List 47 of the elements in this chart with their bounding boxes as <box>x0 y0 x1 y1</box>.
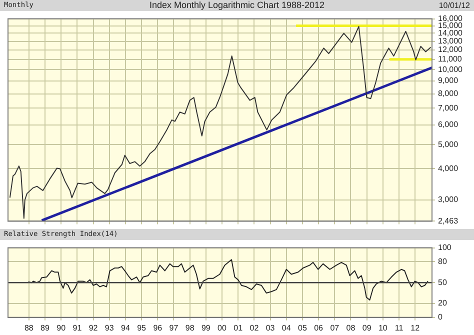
y-tick-label: 12,000 <box>438 45 464 54</box>
y-tick-label: 6,000 <box>438 120 459 130</box>
y-tick-label: 4,000 <box>438 164 459 173</box>
y-tick-label: 80 <box>438 256 448 266</box>
y-tick-label: 100 <box>438 243 452 252</box>
y-tick-label: 10,000 <box>438 64 464 74</box>
y-tick-label: 50 <box>438 278 448 287</box>
y-tick-label: 13,000 <box>438 36 464 46</box>
x-tick-label: 05 <box>298 323 308 332</box>
y-tick-label: 2,463 <box>438 216 459 226</box>
x-tick-label: 11 <box>394 323 404 332</box>
y-tick-label: 14,000 <box>438 28 464 38</box>
x-tick-label: 89 <box>40 323 50 332</box>
x-tick-label: 00 <box>218 323 228 332</box>
x-tick-label: 91 <box>72 323 82 332</box>
text: 10/01/12 <box>438 0 470 11</box>
x-tick-label: 95 <box>137 323 147 332</box>
x-tick-label: 06 <box>314 323 324 332</box>
x-tick-label: 09 <box>362 323 372 332</box>
y-tick-label: 15,000 <box>438 20 464 30</box>
x-tick-label: 92 <box>88 323 98 332</box>
y-tick-label: 0 <box>438 312 443 322</box>
y-tick-label: 3,000 <box>438 195 459 204</box>
x-tick-label: 10 <box>378 323 388 332</box>
y-tick-label: 20 <box>438 298 448 308</box>
x-tick-label: 93 <box>104 323 114 332</box>
chart-title: Index Monthly Logarithmic Chart 1988-2012 <box>149 0 325 11</box>
x-tick-label: 12 <box>410 323 420 332</box>
y-tick-label: 11,000 <box>438 54 462 64</box>
y-tick-label: 7,000 <box>438 103 459 112</box>
x-tick-label: 03 <box>266 323 276 332</box>
x-tick-label: 90 <box>56 323 66 332</box>
x-tick-label: 08 <box>346 323 356 332</box>
y-tick-label: 5,000 <box>438 140 459 149</box>
x-tick-label: 98 <box>185 323 195 332</box>
x-tick-label: 99 <box>201 323 211 332</box>
y-tick-label: 8,000 <box>438 88 459 98</box>
x-tick-label: 07 <box>330 323 340 332</box>
x-tick-label: 04 <box>282 323 292 332</box>
x-tick-label: 01 <box>234 323 244 332</box>
x-tick-label: 88 <box>24 323 34 332</box>
y-tick-label: 16,000 <box>438 14 464 24</box>
x-tick-label: 94 <box>121 323 130 332</box>
x-tick-label: 96 <box>153 323 163 332</box>
x-tick-label: 02 <box>250 323 260 332</box>
y-tick-label: 9,000 <box>438 76 459 86</box>
x-tick-label: 97 <box>169 323 179 332</box>
